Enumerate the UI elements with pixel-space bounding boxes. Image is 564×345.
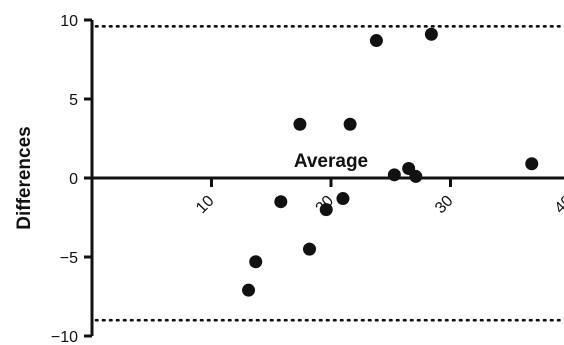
data-points — [242, 27, 539, 297]
y-tick-label: 0 — [69, 171, 78, 188]
x-axis-title: Average — [294, 151, 368, 172]
data-point — [249, 255, 263, 269]
data-point — [319, 203, 333, 217]
data-point — [242, 283, 256, 297]
y-tick-label: −10 — [51, 329, 78, 345]
y-tick-label: 10 — [60, 13, 78, 30]
axes — [90, 20, 564, 336]
reference-lines — [94, 25, 564, 322]
data-point — [525, 157, 539, 171]
data-point — [336, 192, 350, 206]
y-tick-label: −5 — [60, 250, 78, 267]
data-point — [302, 242, 316, 256]
x-tick-label: 40 — [552, 192, 564, 217]
data-point — [343, 117, 357, 131]
x-tick-label: 10 — [193, 192, 218, 217]
data-point — [293, 117, 307, 131]
y-axis-title: Differences — [14, 126, 35, 230]
data-point — [387, 168, 401, 182]
data-point — [424, 27, 438, 41]
x-tick-label: 30 — [432, 192, 457, 217]
data-point — [274, 195, 288, 209]
data-point — [409, 169, 423, 183]
y-tick-label: 5 — [69, 92, 78, 109]
data-point — [369, 34, 383, 48]
